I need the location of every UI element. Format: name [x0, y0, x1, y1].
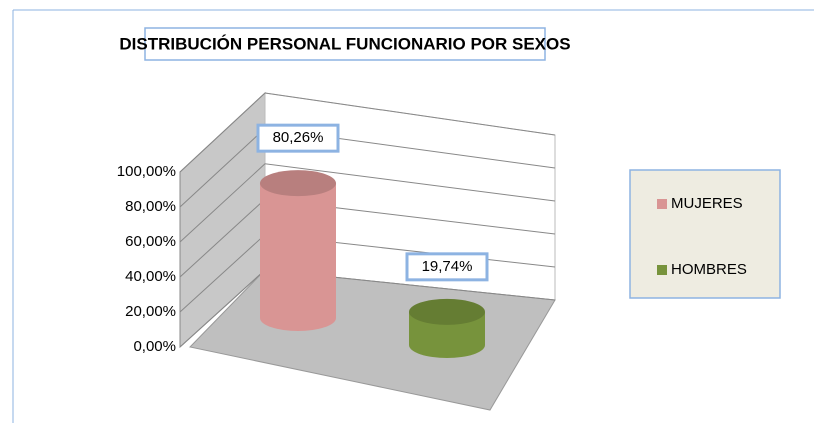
- cylinder-body: [409, 311, 485, 358]
- grid-line: [179, 92, 556, 173]
- y-tick-label: 80,00%: [125, 198, 176, 215]
- y-tick-label: 100,00%: [117, 163, 176, 180]
- y-tick-label: 0,00%: [133, 338, 176, 355]
- y-tick-label: 20,00%: [125, 303, 176, 320]
- value-label-box: [256, 123, 340, 153]
- y-tick-label: 60,00%: [125, 233, 176, 250]
- cylinder-top: [260, 170, 336, 197]
- legend-label: MUJERES: [671, 195, 743, 212]
- value-label: 19,74%: [422, 258, 473, 275]
- legend-swatch: [657, 199, 667, 209]
- value-label: 80,26%: [273, 129, 324, 146]
- chart-title: DISTRIBUCIÓN PERSONAL FUNCIONARIO POR SE…: [119, 34, 570, 53]
- legend-swatch: [657, 265, 667, 275]
- legend-box: [629, 169, 781, 299]
- y-tick-label: 40,00%: [125, 268, 176, 285]
- cylinder-top: [409, 298, 485, 325]
- cylinder-body: [260, 183, 336, 331]
- title-box: [144, 27, 546, 61]
- legend-label: HOMBRES: [671, 261, 747, 278]
- grid-line: [179, 163, 556, 243]
- value-label-box: [405, 252, 489, 282]
